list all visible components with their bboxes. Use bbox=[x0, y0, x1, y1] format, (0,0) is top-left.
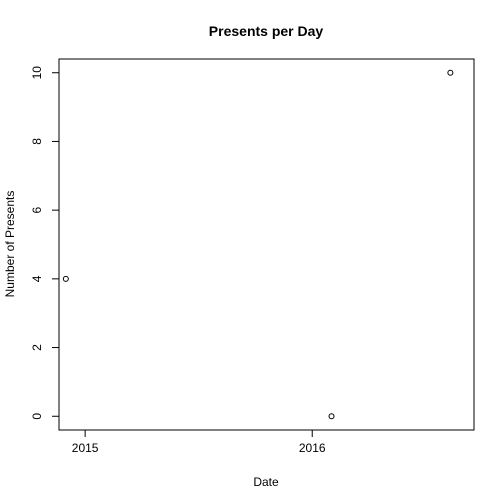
data-points bbox=[62, 69, 454, 420]
x-axis-label: Date bbox=[253, 475, 279, 489]
x-tick-label: 2015 bbox=[72, 441, 99, 455]
y-axis-label: Number of Presents bbox=[3, 191, 17, 298]
x-axis: 2015 2016 bbox=[72, 429, 326, 455]
x-tick-label: 2016 bbox=[299, 441, 326, 455]
chart-title: Presents per Day bbox=[209, 23, 324, 39]
y-axis: 0 2 4 6 8 10 bbox=[30, 66, 60, 420]
y-tick-label: 4 bbox=[30, 275, 44, 282]
y-tick-label: 6 bbox=[30, 206, 44, 213]
y-tick-label: 10 bbox=[30, 66, 44, 80]
data-point bbox=[62, 275, 69, 282]
data-point bbox=[328, 413, 335, 420]
y-tick-label: 0 bbox=[30, 413, 44, 420]
y-tick-label: 2 bbox=[30, 344, 44, 351]
plot-frame bbox=[58, 58, 475, 431]
y-tick-label: 8 bbox=[30, 138, 44, 145]
data-point bbox=[447, 69, 454, 76]
